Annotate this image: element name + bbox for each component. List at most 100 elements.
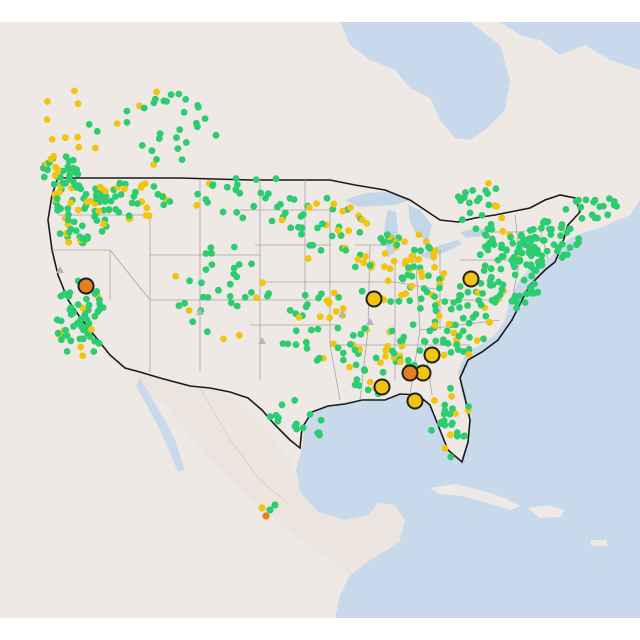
station-dot-yellow[interactable] bbox=[398, 342, 406, 350]
station-dot-green[interactable] bbox=[455, 332, 463, 340]
station-dot-green[interactable] bbox=[538, 252, 546, 259]
station-dot-green[interactable] bbox=[252, 176, 260, 184]
station-dot-yellow[interactable] bbox=[96, 183, 104, 191]
station-dot-green[interactable] bbox=[204, 294, 212, 301]
station-dot-yellow[interactable] bbox=[431, 263, 438, 271]
station-dot-yellow[interactable] bbox=[56, 188, 63, 196]
station-dot-green[interactable] bbox=[76, 335, 84, 343]
station-dot-green[interactable] bbox=[173, 134, 180, 142]
station-dot-yellow[interactable] bbox=[79, 352, 87, 360]
station-dot-yellow[interactable] bbox=[185, 307, 193, 314]
station-dot-green[interactable] bbox=[477, 280, 485, 287]
station-dot-yellow[interactable] bbox=[193, 201, 201, 209]
station-dot-green[interactable] bbox=[447, 453, 455, 461]
station-dot-green[interactable] bbox=[514, 248, 521, 256]
station-dot-green[interactable] bbox=[566, 225, 574, 233]
station-dot-green[interactable] bbox=[314, 429, 322, 437]
station-dot-yellow[interactable] bbox=[441, 444, 449, 452]
station-dot-yellow[interactable] bbox=[52, 163, 59, 171]
station-dot-green[interactable] bbox=[562, 206, 570, 213]
station-dot-green[interactable] bbox=[81, 311, 89, 319]
station-dot-yellow[interactable] bbox=[339, 207, 346, 215]
station-dot-green[interactable] bbox=[497, 265, 505, 273]
station-dot-green[interactable] bbox=[466, 209, 474, 217]
station-dot-yellow[interactable] bbox=[397, 358, 404, 366]
station-dot-green[interactable] bbox=[441, 298, 449, 305]
station-dot-green[interactable] bbox=[476, 251, 484, 259]
station-dot-green[interactable] bbox=[512, 258, 519, 266]
station-dot-green[interactable] bbox=[160, 201, 168, 209]
station-dot-yellow[interactable] bbox=[113, 120, 121, 127]
station-dot-green[interactable] bbox=[464, 288, 472, 296]
station-dot-green[interactable] bbox=[335, 294, 343, 301]
station-dot-green[interactable] bbox=[105, 206, 113, 213]
station-dot-green[interactable] bbox=[489, 237, 496, 245]
station-dot-yellow[interactable] bbox=[485, 180, 492, 187]
station-dot-green[interactable] bbox=[482, 312, 490, 320]
station-dot-green[interactable] bbox=[364, 386, 372, 394]
station-dot-green[interactable] bbox=[62, 179, 69, 187]
alert-marker-moderate[interactable] bbox=[365, 290, 383, 308]
station-dot-green[interactable] bbox=[56, 230, 64, 238]
station-triangle-gray[interactable] bbox=[258, 337, 266, 344]
station-dot-yellow[interactable] bbox=[499, 227, 507, 235]
station-dot-green[interactable] bbox=[301, 291, 309, 299]
station-dot-yellow[interactable] bbox=[295, 313, 303, 321]
station-dot-green[interactable] bbox=[226, 293, 234, 300]
station-dot-green[interactable] bbox=[484, 190, 491, 198]
station-dot-green[interactable] bbox=[452, 321, 459, 329]
station-dot-green[interactable] bbox=[186, 277, 194, 285]
station-dot-green[interactable] bbox=[447, 305, 455, 313]
station-dot-green[interactable] bbox=[481, 262, 489, 270]
station-dot-green[interactable] bbox=[90, 348, 98, 355]
station-dot-green[interactable] bbox=[440, 410, 448, 418]
station-dot-green[interactable] bbox=[72, 227, 80, 235]
station-dot-green[interactable] bbox=[522, 290, 530, 298]
station-dot-green[interactable] bbox=[167, 91, 175, 98]
station-dot-green[interactable] bbox=[64, 163, 72, 171]
station-dot-yellow[interactable] bbox=[360, 259, 368, 267]
station-dot-green[interactable] bbox=[235, 261, 243, 268]
station-triangle-gray[interactable] bbox=[196, 308, 204, 315]
station-dot-yellow[interactable] bbox=[334, 226, 342, 234]
station-dot-green[interactable] bbox=[138, 142, 146, 149]
station-dot-green[interactable] bbox=[480, 335, 487, 343]
station-dot-green[interactable] bbox=[396, 337, 404, 345]
station-dot-green[interactable] bbox=[302, 338, 310, 346]
station-dot-green[interactable] bbox=[212, 131, 220, 139]
station-dot-green[interactable] bbox=[265, 290, 273, 297]
station-dot-green[interactable] bbox=[383, 231, 391, 239]
station-dot-green[interactable] bbox=[67, 304, 75, 311]
station-dot-green[interactable] bbox=[539, 237, 547, 244]
station-dot-green[interactable] bbox=[534, 246, 541, 254]
station-dot-green[interactable] bbox=[431, 302, 439, 310]
station-dot-green[interactable] bbox=[484, 225, 492, 233]
station-dot-green[interactable] bbox=[84, 235, 91, 242]
station-dot-green[interactable] bbox=[70, 218, 78, 226]
station-dot-green[interactable] bbox=[421, 338, 429, 345]
station-dot-green[interactable] bbox=[355, 382, 363, 389]
station-dot-yellow[interactable] bbox=[386, 265, 394, 273]
station-dot-green[interactable] bbox=[469, 314, 477, 321]
station-dot-green[interactable] bbox=[67, 337, 75, 345]
station-dot-green[interactable] bbox=[317, 416, 325, 424]
station-dot-yellow[interactable] bbox=[75, 206, 82, 214]
station-dot-green[interactable] bbox=[417, 305, 424, 312]
station-dot-green[interactable] bbox=[449, 419, 456, 427]
station-dot-green[interactable] bbox=[116, 179, 124, 187]
station-dot-green[interactable] bbox=[441, 401, 449, 409]
station-dot-yellow[interactable] bbox=[381, 263, 388, 270]
station-dot-yellow[interactable] bbox=[473, 337, 481, 344]
station-dot-yellow[interactable] bbox=[366, 378, 374, 386]
station-dot-green[interactable] bbox=[92, 192, 100, 200]
station-dot-green[interactable] bbox=[265, 190, 272, 198]
station-dot-green[interactable] bbox=[575, 239, 582, 247]
station-dot-green[interactable] bbox=[53, 195, 61, 202]
station-dot-green[interactable] bbox=[582, 196, 590, 204]
station-dot-green[interactable] bbox=[387, 298, 395, 305]
station-dot-green[interactable] bbox=[489, 281, 497, 289]
station-dot-green[interactable] bbox=[175, 302, 183, 310]
station-dot-yellow[interactable] bbox=[65, 238, 73, 246]
station-dot-green[interactable] bbox=[498, 286, 506, 293]
station-dot-green[interactable] bbox=[150, 183, 158, 190]
